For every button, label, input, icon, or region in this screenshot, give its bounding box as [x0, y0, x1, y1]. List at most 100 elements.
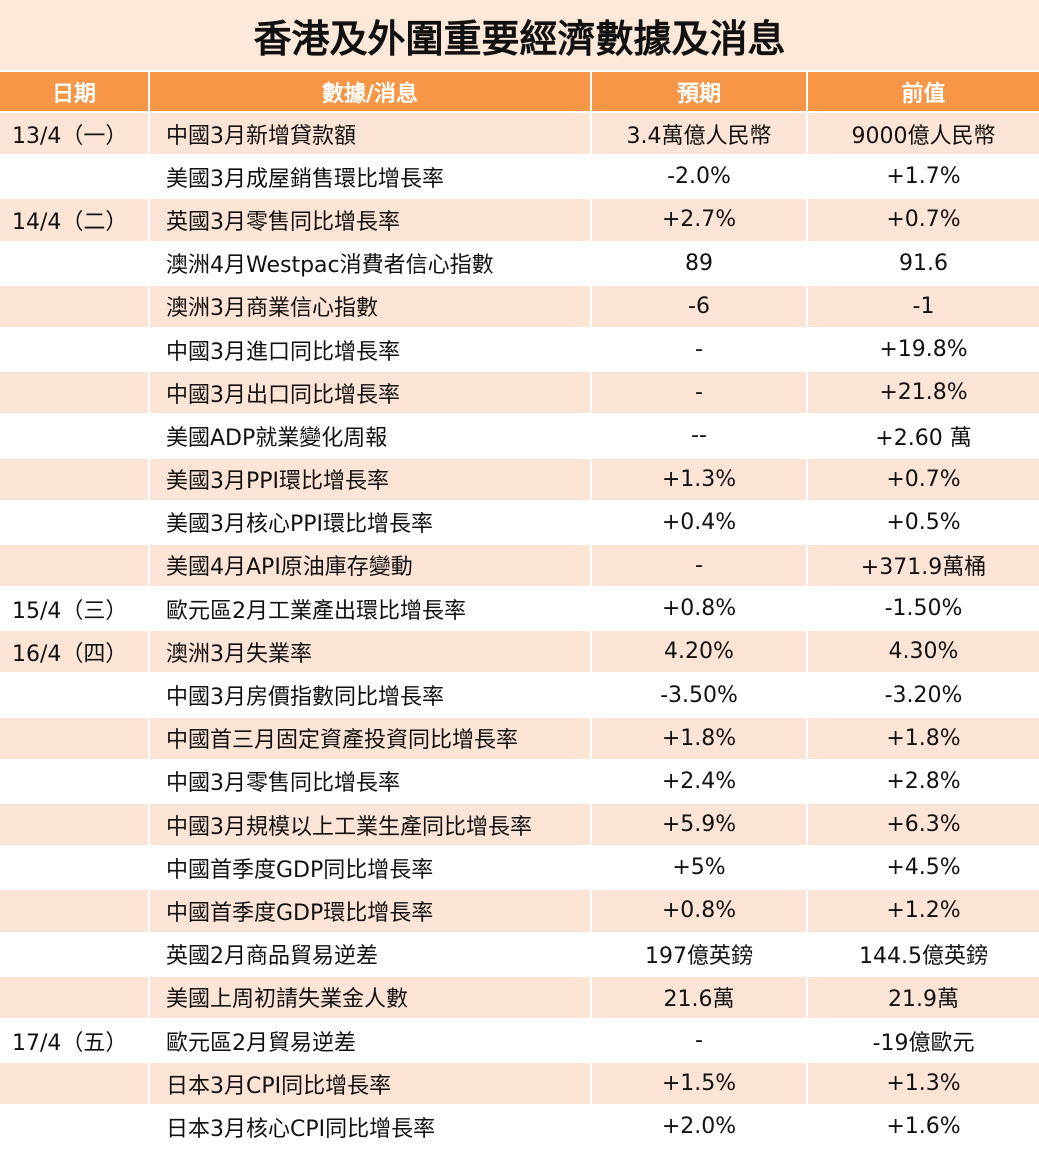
table-row: 中國3月進口同比增長率 - +19.8%: [0, 328, 1039, 371]
table-cell: +0.7%: [808, 199, 1039, 241]
table-cell: -1.50%: [808, 588, 1039, 630]
header-cell: 前值: [808, 72, 1039, 111]
table-cell: 日本3月CPI同比增長率: [150, 1063, 590, 1105]
table-cell: -: [592, 1019, 806, 1062]
table-cell: [0, 674, 148, 716]
table-cell: 日本3月核心CPI同比增長率: [150, 1106, 590, 1148]
table-cell: 16/4（四）: [0, 631, 148, 673]
table-cell: +0.8%: [592, 890, 806, 932]
table-cell: -3.20%: [808, 674, 1039, 716]
table-cell: +1.8%: [592, 717, 806, 759]
table-cell: 15/4（三）: [0, 588, 148, 630]
table-cell: 澳洲3月失業率: [150, 631, 590, 673]
table-cell: [0, 847, 148, 889]
table-cell: [0, 242, 148, 284]
table-cell: [0, 415, 148, 457]
table-row: 中國3月出口同比增長率 - +21.8%: [0, 372, 1039, 414]
table-cell: 英國3月零售同比增長率: [150, 199, 590, 241]
table-cell: -2.0%: [592, 156, 806, 198]
table-cell: [0, 804, 148, 846]
table-cell: +2.4%: [592, 760, 806, 802]
header-cell: 日期: [0, 72, 148, 111]
header-cell: 預期: [592, 72, 806, 111]
table-cell: 14/4（二）: [0, 199, 148, 241]
table-cell: 中國3月新增貸款額: [150, 113, 590, 155]
table-cell: -: [592, 328, 806, 371]
table-cell: 中國首季度GDP環比增長率: [150, 890, 590, 932]
table-cell: -6: [592, 285, 806, 327]
table-row: 澳洲4月Westpac消費者信心指數 89 91.6: [0, 242, 1039, 284]
table-cell: 9000億人民幣: [808, 113, 1039, 155]
table-cell: 中國3月規模以上工業生產同比增長率: [150, 804, 590, 846]
table-cell: [0, 933, 148, 975]
table-cell: +1.6%: [808, 1106, 1039, 1148]
table-cell: 中國首季度GDP同比增長率: [150, 847, 590, 889]
table-cell: +5%: [592, 847, 806, 889]
table-cell: +0.4%: [592, 501, 806, 543]
table-cell: 澳洲4月Westpac消費者信心指數: [150, 242, 590, 284]
table-cell: [0, 544, 148, 587]
table-row: 澳洲3月商業信心指數 -6 -1: [0, 285, 1039, 327]
table-row: 中國3月零售同比增長率 +2.4% +2.8%: [0, 760, 1039, 802]
table-row: 日本3月核心CPI同比增長率 +2.0% +1.6%: [0, 1106, 1039, 1148]
table-cell: [0, 976, 148, 1018]
table-cell: [0, 285, 148, 327]
table-cell: [0, 328, 148, 371]
table-cell: +5.9%: [592, 804, 806, 846]
table-cell: 澳洲3月商業信心指數: [150, 285, 590, 327]
table-cell: +1.7%: [808, 156, 1039, 198]
table-cell: 13/4（一）: [0, 113, 148, 155]
table: 日期 數據/消息 預期 前值 13/4（一） 中國3月新增貸款額 3.4萬億人民幣 9000億…: [0, 72, 1039, 1148]
table-row: 美國3月核心PPI環比增長率 +0.4% +0.5%: [0, 501, 1039, 543]
table-cell: +2.7%: [592, 199, 806, 241]
table-row: 13/4（一） 中國3月新增貸款額 3.4萬億人民幣 9000億人民幣: [0, 113, 1039, 155]
table-cell: +21.8%: [808, 372, 1039, 414]
table-cell: 中國3月進口同比增長率: [150, 328, 590, 371]
table-cell: 17/4（五）: [0, 1019, 148, 1062]
table-cell: 美國4月API原油庫存變動: [150, 544, 590, 587]
table-cell: +2.0%: [592, 1106, 806, 1148]
table-cell: -19億歐元: [808, 1019, 1039, 1062]
table-cell: +2.60 萬: [808, 415, 1039, 457]
table-cell: 中國3月出口同比增長率: [150, 372, 590, 414]
table-cell: [0, 760, 148, 802]
table-row: 英國2月商品貿易逆差 197億英鎊 144.5億英鎊: [0, 933, 1039, 975]
table-cell: +0.7%: [808, 458, 1039, 500]
table-row: 美國上周初請失業金人數 21.6萬 21.9萬: [0, 976, 1039, 1018]
table-row: 中國3月房價指數同比增長率 -3.50% -3.20%: [0, 674, 1039, 716]
table-cell: 21.9萬: [808, 976, 1039, 1018]
table-cell: -: [592, 544, 806, 587]
table-cell: 美國3月PPI環比增長率: [150, 458, 590, 500]
table-cell: +2.8%: [808, 760, 1039, 802]
table-cell: +6.3%: [808, 804, 1039, 846]
table-row: 17/4（五） 歐元區2月貿易逆差 - -19億歐元: [0, 1019, 1039, 1062]
table-row: 中國首三月固定資產投資同比增長率 +1.8% +1.8%: [0, 717, 1039, 759]
header-cell: 數據/消息: [150, 72, 590, 111]
table-row: 美國3月成屋銷售環比增長率 -2.0% +1.7%: [0, 156, 1039, 198]
table-cell: [0, 458, 148, 500]
table-cell: -: [592, 372, 806, 414]
table-cell: [0, 1063, 148, 1105]
table-cell: +19.8%: [808, 328, 1039, 371]
table-row: 中國首季度GDP同比增長率 +5% +4.5%: [0, 847, 1039, 889]
table-row: 美國3月PPI環比增長率 +1.3% +0.7%: [0, 458, 1039, 500]
table-cell: [0, 372, 148, 414]
table-row: 日本3月CPI同比增長率 +1.5% +1.3%: [0, 1063, 1039, 1105]
table-cell: 89: [592, 242, 806, 284]
table-cell: [0, 717, 148, 759]
table-row: 15/4（三） 歐元區2月工業產出環比增長率 +0.8% -1.50%: [0, 588, 1039, 630]
table-cell: +1.2%: [808, 890, 1039, 932]
table-cell: 197億英鎊: [592, 933, 806, 975]
table-row: 美國ADP就業變化周報 -- +2.60 萬: [0, 415, 1039, 457]
table-row: 美國4月API原油庫存變動 - +371.9萬桶: [0, 544, 1039, 587]
table-cell: [0, 501, 148, 543]
table-row: 14/4（二） 英國3月零售同比增長率 +2.7% +0.7%: [0, 199, 1039, 241]
table-cell: 91.6: [808, 242, 1039, 284]
table-cell: 美國3月核心PPI環比增長率: [150, 501, 590, 543]
table-cell: +1.8%: [808, 717, 1039, 759]
table-cell: +0.5%: [808, 501, 1039, 543]
header-row: 日期 數據/消息 預期 前值: [0, 72, 1039, 111]
table-cell: 美國ADP就業變化周報: [150, 415, 590, 457]
table-cell: +1.3%: [592, 458, 806, 500]
table-cell: [0, 156, 148, 198]
